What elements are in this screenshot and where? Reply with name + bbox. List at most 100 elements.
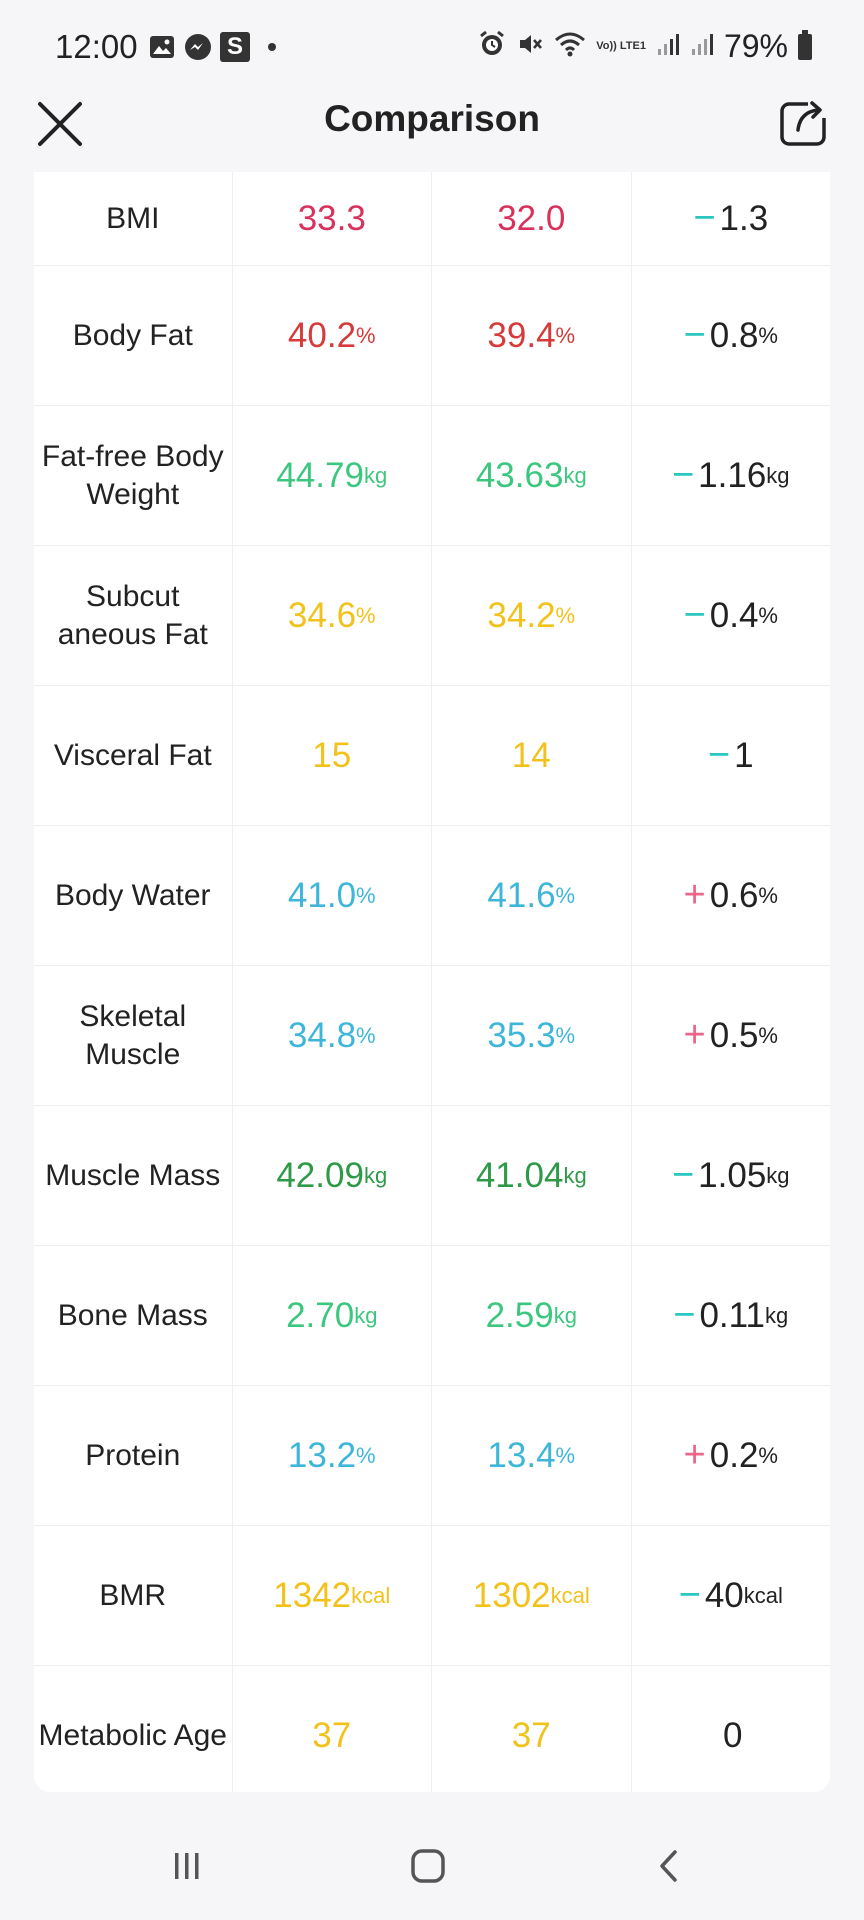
metric-value: 41.6 — [487, 875, 556, 915]
first-value-cell: 15 — [233, 686, 433, 825]
difference-unit: kg — [766, 1162, 790, 1188]
metric-unit: kg — [553, 1302, 577, 1328]
difference-unit: kg — [766, 462, 790, 488]
recent-apps-button[interactable] — [157, 1836, 217, 1896]
difference-unit: kg — [765, 1302, 789, 1328]
metric-value: 13.2 — [287, 1435, 357, 1475]
difference-cell: −40 kcal — [632, 1526, 830, 1665]
decrease-sign: − — [707, 734, 731, 776]
home-button[interactable] — [398, 1836, 458, 1896]
s-app-icon: S — [220, 32, 250, 62]
metric-unit: kg — [363, 462, 388, 488]
first-value-cell: 42.09 kg — [233, 1106, 433, 1245]
metric-value: 34.8 — [287, 1015, 357, 1055]
difference-value: 1.3 — [719, 198, 769, 238]
volte-icon: Vo)) LTE1 — [596, 40, 646, 52]
home-icon — [411, 1849, 445, 1883]
metric-value: 40.2 — [287, 315, 357, 355]
metric-value: 34.2 — [487, 595, 556, 635]
signal-icon — [690, 32, 714, 61]
table-row: Subcut aneous Fat 34.6% 34.2% −0.4% — [34, 546, 830, 686]
metric-label: Visceral Fat — [34, 686, 233, 825]
difference-cell: −1 — [632, 686, 830, 825]
metric-value: 41.0 — [287, 875, 357, 915]
metric-label: Metabolic Age — [34, 1666, 233, 1792]
metric-label: Muscle Mass — [34, 1106, 233, 1245]
metric-unit: kcal — [351, 1582, 391, 1608]
metric-value: 37 — [511, 1715, 551, 1755]
table-row: Visceral Fat 15 14 −1 — [34, 686, 830, 826]
metric-label: Body Water — [34, 826, 233, 965]
metric-value: 1302 — [472, 1575, 551, 1615]
first-value-cell: 1342 kcal — [233, 1526, 433, 1665]
first-value-cell: 41.0% — [233, 826, 433, 965]
metric-label: BMR — [34, 1526, 233, 1665]
table-row: Metabolic Age 37 37 0 — [34, 1666, 830, 1792]
back-button[interactable] — [640, 1836, 700, 1896]
share-button[interactable] — [778, 96, 830, 148]
difference-cell: 0 — [632, 1666, 830, 1792]
difference-cell: −1.3 — [632, 172, 830, 265]
close-icon — [38, 102, 82, 146]
metric-unit: % — [356, 322, 376, 348]
first-value-cell: 34.8% — [233, 966, 433, 1105]
second-value-cell: 32.0 — [432, 172, 632, 265]
metric-unit: kg — [563, 462, 587, 488]
app-header: Comparison — [0, 90, 864, 172]
table-row: Body Fat 40.2% 39.4% −0.8% — [34, 266, 830, 406]
system-navigation-bar — [0, 1812, 864, 1920]
difference-value: 0.2 — [709, 1435, 759, 1475]
difference-cell: +0.6% — [632, 826, 830, 965]
decrease-sign: − — [678, 1574, 701, 1616]
metric-value: 41.04 — [475, 1155, 564, 1195]
table-row: BMR 1342 kcal 1302 kcal −40 kcal — [34, 1526, 830, 1666]
difference-value: 0.4 — [709, 595, 759, 635]
gallery-icon — [148, 33, 176, 61]
metric-label: Subcut aneous Fat — [34, 546, 233, 685]
difference-cell: −0.4% — [632, 546, 830, 685]
first-value-cell: 2.70 kg — [233, 1246, 433, 1385]
second-value-cell: 41.04 kg — [432, 1106, 632, 1245]
first-value-cell: 40.2% — [233, 266, 433, 405]
increase-sign: + — [683, 1434, 706, 1476]
difference-unit: % — [758, 882, 778, 908]
difference-unit: % — [758, 1022, 778, 1048]
status-system-icons: Vo)) LTE1 79% — [478, 28, 812, 65]
second-value-cell: 43.63 kg — [432, 406, 632, 545]
difference-cell: −0.11 kg — [632, 1246, 830, 1385]
difference-cell: +0.2% — [632, 1386, 830, 1525]
difference-value: 0 — [723, 1715, 743, 1755]
difference-unit: % — [758, 322, 778, 348]
metric-value: 2.59 — [485, 1295, 554, 1335]
decrease-sign: − — [693, 197, 716, 239]
difference-value: 40 — [704, 1575, 744, 1615]
metric-unit: % — [555, 1022, 576, 1048]
increase-sign: + — [683, 874, 706, 916]
difference-cell: −1.16 kg — [632, 406, 830, 545]
page-title: Comparison — [324, 98, 540, 139]
decrease-sign: − — [683, 594, 706, 636]
table-row: BMI 33.3 32.0 −1.3 — [34, 172, 830, 266]
metric-value: 2.70 — [286, 1295, 355, 1335]
difference-value: 0.6 — [709, 875, 759, 915]
metric-unit: kcal — [550, 1582, 590, 1608]
mute-icon — [516, 30, 544, 63]
decrease-sign: − — [683, 314, 706, 356]
metric-unit: % — [356, 1022, 376, 1048]
metric-unit: % — [356, 1442, 376, 1468]
decrease-sign: − — [671, 454, 695, 496]
metric-label: BMI — [34, 172, 233, 265]
comparison-table: BMI 33.3 32.0−1.3 Body Fat 40.2% 39.4% −0.8% Fa… — [34, 172, 830, 1792]
messenger-icon — [184, 33, 212, 61]
metric-value: 37 — [312, 1715, 352, 1755]
second-value-cell: 1302 kcal — [432, 1526, 632, 1665]
close-button[interactable] — [34, 98, 86, 150]
second-value-cell: 37 — [432, 1666, 632, 1792]
status-time: 12:00 — [55, 28, 138, 65]
difference-value: 0.8 — [709, 315, 759, 355]
metric-unit: % — [555, 882, 576, 908]
difference-value: 0.11 — [699, 1295, 765, 1335]
signal-icon — [656, 32, 680, 61]
table-row: Body Water 41.0% 41.6% +0.6% — [34, 826, 830, 966]
table-row: Bone Mass 2.70 kg 2.59 kg −0.11 kg — [34, 1246, 830, 1386]
